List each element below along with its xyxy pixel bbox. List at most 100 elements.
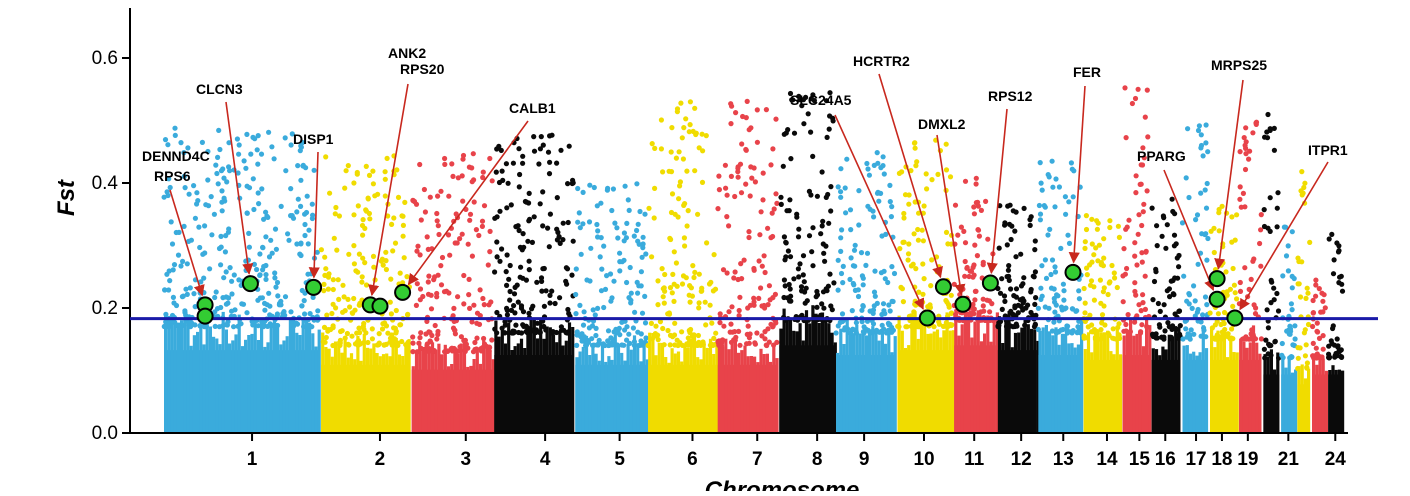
- x-tick-label-1: 1: [247, 449, 258, 470]
- snp-point: [724, 270, 730, 276]
- snp-point: [943, 141, 949, 147]
- snp-column: [1017, 332, 1021, 433]
- snp-point: [692, 168, 698, 174]
- snp-point: [449, 345, 455, 351]
- snp-point: [449, 161, 455, 167]
- snp-point: [1150, 297, 1156, 303]
- snp-column: [785, 318, 789, 433]
- snp-point: [601, 304, 607, 311]
- snp-column: [1170, 336, 1175, 433]
- snp-point: [920, 291, 926, 297]
- snp-point: [1241, 135, 1247, 141]
- annotation-arrow-pparg: [1163, 169, 1215, 292]
- snp-column: [919, 324, 924, 433]
- snp-point: [1181, 273, 1187, 279]
- snp-point: [1223, 269, 1229, 275]
- snp-column: [365, 347, 370, 433]
- snp-point: [507, 297, 513, 303]
- snp-point: [1176, 308, 1182, 314]
- snp-point: [349, 333, 355, 339]
- snp-column: [526, 326, 530, 433]
- snp-point: [167, 278, 173, 284]
- snp-point: [715, 338, 721, 344]
- snp-point: [1262, 355, 1268, 361]
- snp-point: [736, 313, 742, 319]
- snp-column: [749, 356, 753, 433]
- snp-point: [1287, 331, 1293, 337]
- snp-point: [1006, 273, 1012, 279]
- snp-point: [526, 258, 532, 264]
- snp-point: [263, 272, 269, 278]
- snp-point: [554, 237, 561, 243]
- snp-point: [867, 330, 873, 336]
- snp-point: [602, 286, 609, 292]
- snp-point: [913, 302, 919, 308]
- snp-peak-point: [1135, 86, 1141, 92]
- snp-point: [692, 269, 698, 275]
- snp-point: [760, 197, 766, 203]
- snp-point: [1191, 331, 1197, 337]
- snp-point: [303, 209, 310, 216]
- snp-point: [291, 323, 297, 329]
- snp-point: [540, 189, 546, 195]
- snp-point: [858, 250, 865, 256]
- snp-point: [642, 320, 649, 326]
- snp-point: [273, 284, 279, 290]
- snp-point: [521, 244, 527, 250]
- snp-point: [1003, 323, 1010, 330]
- snp-point: [840, 280, 846, 286]
- snp-point: [927, 304, 934, 311]
- snp-column: [564, 340, 568, 433]
- snp-point: [1215, 311, 1221, 317]
- snp-point: [395, 194, 402, 200]
- snp-point: [537, 146, 544, 152]
- snp-point: [672, 320, 678, 326]
- snp-point: [975, 203, 982, 209]
- snp-point: [1144, 324, 1150, 330]
- snp-point: [305, 271, 311, 277]
- snp-point: [898, 284, 904, 290]
- chromosome-7-points: [715, 98, 780, 434]
- snp-point: [1246, 156, 1252, 162]
- snp-point: [418, 345, 424, 351]
- snp-point: [1042, 204, 1048, 210]
- snp-point: [1049, 257, 1056, 263]
- snp-column: [973, 321, 977, 433]
- snp-point: [1081, 285, 1087, 292]
- x-tick-label-12: 12: [1011, 449, 1032, 470]
- snp-point: [1123, 321, 1129, 328]
- chromosome-4-points: [492, 132, 576, 433]
- snp-column: [1315, 364, 1319, 433]
- snp-point: [1101, 303, 1107, 309]
- snp-point: [794, 211, 800, 217]
- snp-point: [1070, 194, 1076, 200]
- snp-column: [995, 312, 999, 433]
- snp-column: [1004, 319, 1008, 433]
- snp-point: [796, 274, 802, 280]
- snp-point: [962, 273, 968, 279]
- snp-point: [1139, 250, 1145, 256]
- x-tick-label-24: 24: [1325, 449, 1347, 470]
- snp-column: [555, 342, 559, 433]
- snp-point: [1204, 302, 1210, 308]
- snp-point: [1101, 285, 1107, 291]
- snp-point: [642, 211, 648, 217]
- snp-point: [1020, 281, 1026, 287]
- snp-point: [788, 156, 794, 162]
- snp-point: [182, 185, 188, 191]
- snp-point: [1174, 255, 1180, 261]
- snp-point: [162, 137, 169, 143]
- snp-point: [882, 276, 888, 282]
- snp-point: [1139, 162, 1146, 168]
- snp-point: [375, 191, 381, 197]
- snp-column: [788, 318, 793, 433]
- snp-point: [1133, 173, 1139, 179]
- snp-point: [1168, 334, 1174, 340]
- snp-point: [624, 279, 630, 286]
- snp-point: [520, 309, 527, 315]
- snp-point: [504, 312, 510, 318]
- snp-point: [855, 287, 861, 293]
- snp-column: [942, 330, 946, 433]
- snp-point: [389, 342, 395, 348]
- snp-point: [800, 253, 807, 259]
